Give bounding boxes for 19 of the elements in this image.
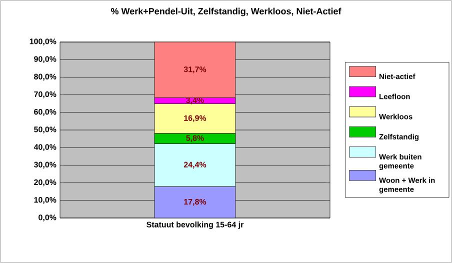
y-tick-label: 90,0% — [34, 56, 56, 64]
data-label: 17,8% — [184, 198, 206, 206]
y-tick-label: 100,0% — [30, 38, 56, 46]
y-tick-label: 60,0% — [34, 108, 56, 116]
y-tick-label: 50,0% — [34, 126, 56, 134]
y-tick-label: 0,0% — [38, 214, 56, 222]
y-tick-label: 40,0% — [34, 144, 56, 152]
data-label: 16,9% — [184, 115, 206, 122]
y-tick-label: 30,0% — [34, 162, 56, 169]
chart-title: % Werk+Pendel-Uit, Zelfstandig, Werkloos, Niet-Actief — [110, 8, 342, 16]
y-tick-label: 20,0% — [34, 179, 56, 186]
y-tick-label: 70,0% — [34, 91, 56, 98]
data-label: 31,7% — [184, 66, 206, 74]
y-tick-label: 80,0% — [34, 74, 56, 81]
y-tick-label: 10,0% — [34, 196, 56, 204]
data-label: 3,4% — [186, 97, 204, 104]
data-label: 5,8% — [186, 135, 204, 142]
x-tick-label: Statuut bevolking 15-64 jr — [146, 222, 244, 230]
data-label: 24,4% — [184, 162, 206, 169]
